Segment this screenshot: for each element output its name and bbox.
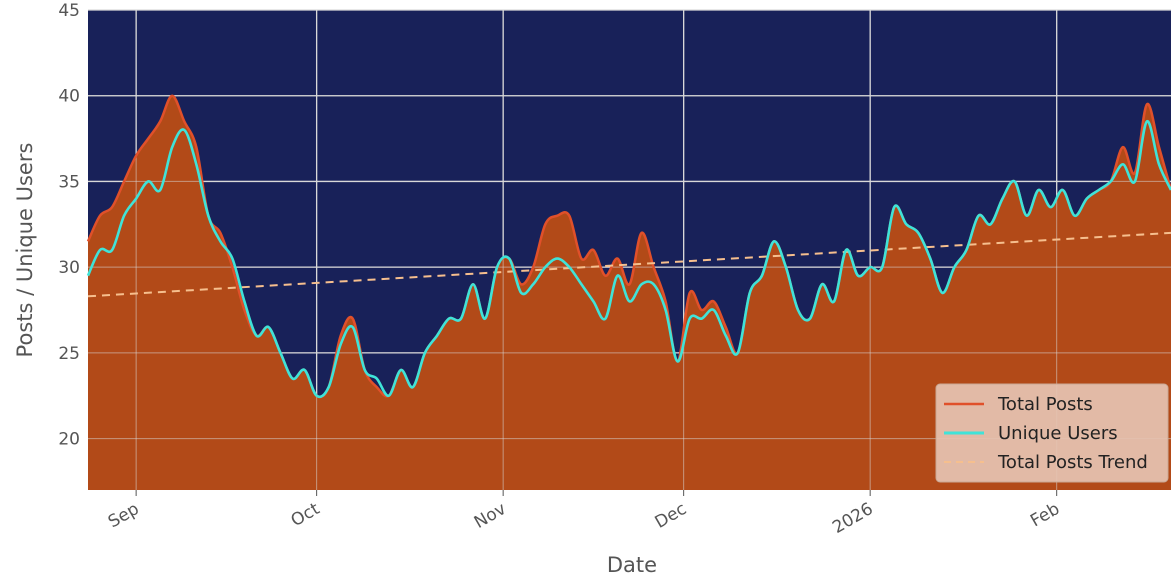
- x-tick-label: Dec: [652, 499, 690, 533]
- legend-label-unique-users: Unique Users: [998, 423, 1118, 444]
- series-layer: [86, 9, 1171, 490]
- legend-label-total-posts: Total Posts: [997, 394, 1093, 415]
- y-axis-ticks: 20 25 30 35 40 45: [58, 1, 80, 450]
- y-tick-label: 35: [58, 172, 80, 192]
- y-axis-label: Posts / Unique Users: [13, 143, 37, 358]
- x-tick-label: Nov: [471, 499, 510, 533]
- x-axis-label: Date: [607, 553, 657, 577]
- legend-box: [935, 383, 1169, 483]
- series-line-unique-users: [86, 120, 1171, 399]
- y-tick-label: 45: [58, 1, 80, 21]
- x-axis-ticks: Sep Oct Nov Dec 2026 Feb: [105, 490, 1063, 538]
- x-tick-label: Feb: [1027, 499, 1063, 531]
- x-tick-label: Oct: [288, 499, 324, 531]
- y-tick-label: 20: [58, 430, 80, 450]
- x-tick-label: 2026: [829, 499, 876, 538]
- series-area-total-posts: [88, 95, 1171, 490]
- x-tick-label: Sep: [105, 499, 143, 532]
- legend-label-trend: Total Posts Trend: [997, 452, 1148, 473]
- y-tick-label: 30: [58, 258, 80, 278]
- legend: Total Posts Unique Users Total Posts Tre…: [935, 383, 1169, 483]
- y-tick-label: 40: [58, 87, 80, 107]
- y-tick-label: 25: [58, 344, 80, 364]
